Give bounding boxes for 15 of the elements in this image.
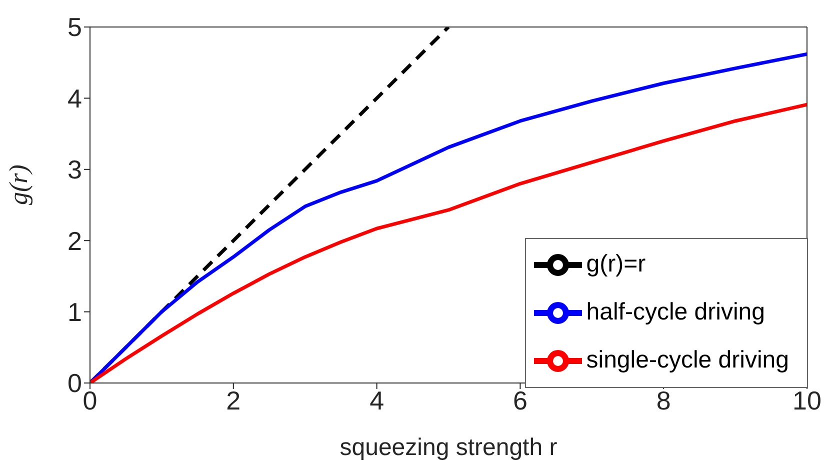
x-tick-label: 2 [226, 385, 241, 416]
y-tick-label: 2 [68, 226, 82, 256]
y-tick-label: 3 [68, 154, 82, 185]
y-tick-label: 4 [68, 83, 82, 114]
y-tick-label: 1 [68, 297, 82, 328]
x-tick-label: 10 [792, 385, 822, 416]
legend-label: single-cycle driving [586, 346, 789, 374]
y-axis-title: g(r) [4, 164, 34, 205]
legend-label: g(r)=r [586, 250, 646, 278]
x-tick-label: 4 [370, 385, 384, 416]
x-axis-title: squeezing strength r [340, 434, 558, 461]
x-tick-label: 8 [656, 385, 671, 416]
y-tick-label: 5 [68, 12, 82, 42]
legend-label: half-cycle driving [586, 298, 765, 326]
x-tick-label: 6 [512, 385, 528, 416]
